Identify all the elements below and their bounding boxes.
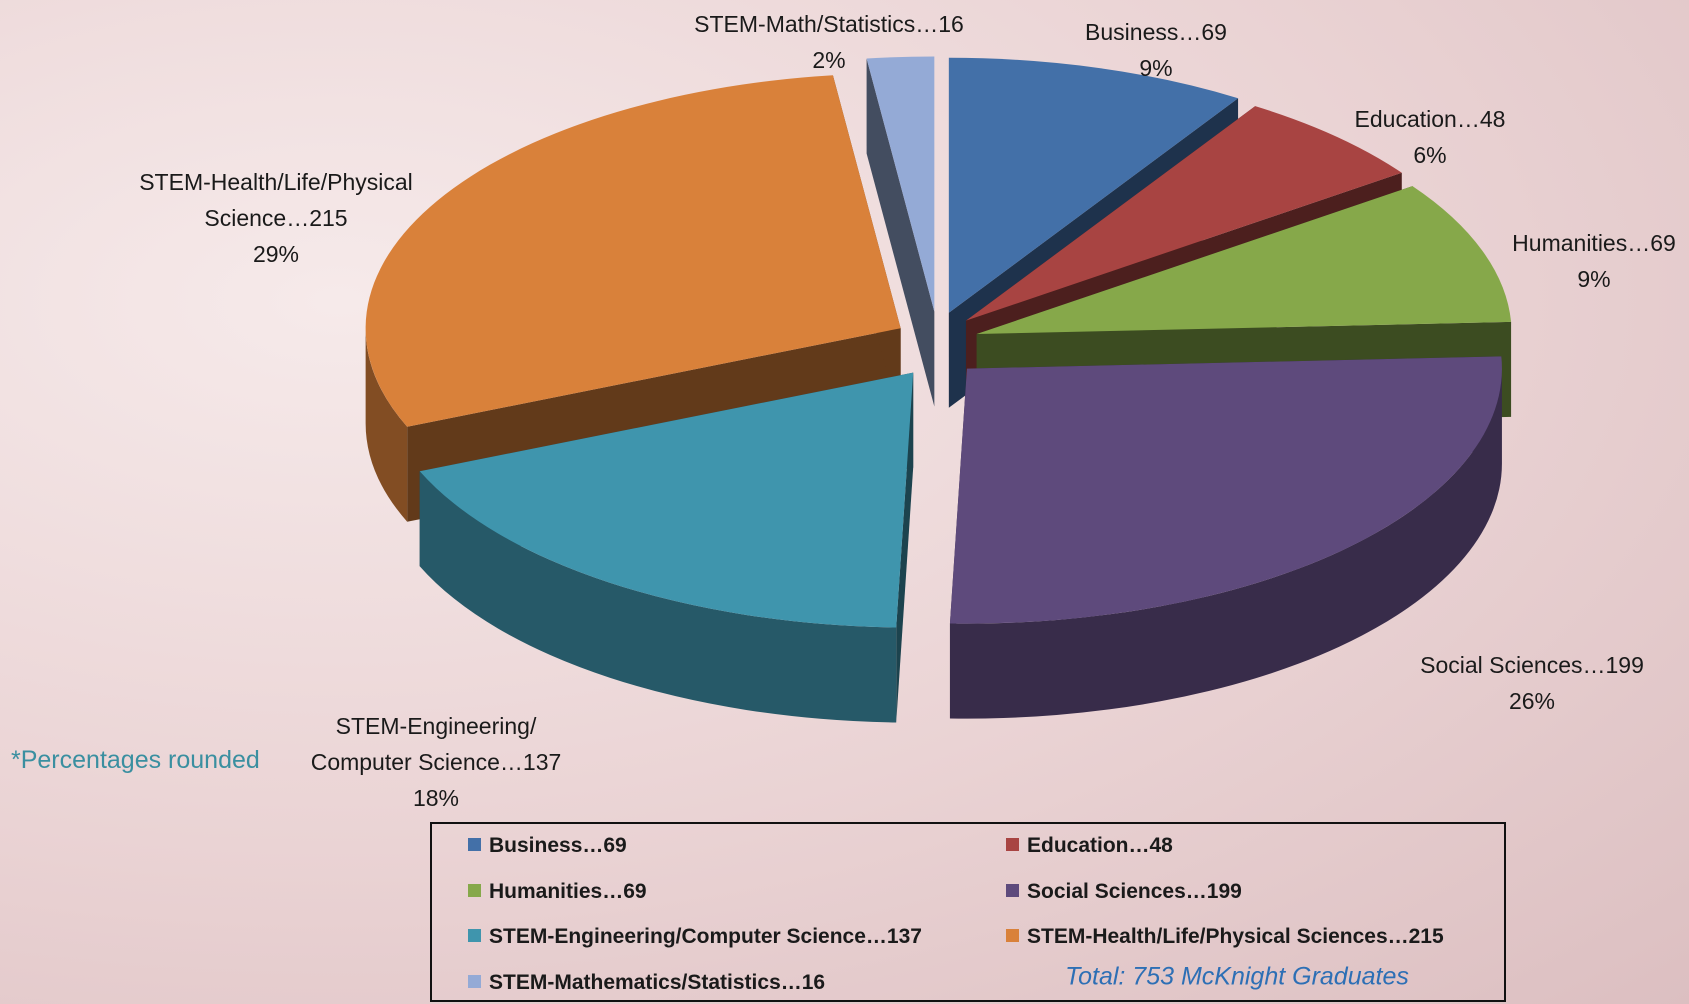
- legend-entry: Education…48: [1006, 834, 1173, 858]
- slice-name: STEM-Engineering/ Computer Science…137: [291, 708, 581, 780]
- legend-swatch: [1006, 929, 1019, 942]
- legend-label: STEM-Health/Life/Physical Sciences…215: [1027, 925, 1444, 948]
- slice-percent: 6%: [1300, 137, 1560, 173]
- legend-label: Business…69: [489, 834, 627, 857]
- legend-entry: Social Sciences…199: [1006, 880, 1242, 904]
- legend-swatch: [1006, 838, 1019, 851]
- legend-entry: STEM-Engineering/Computer Science…137: [468, 925, 922, 949]
- slice-percent: 29%: [111, 236, 441, 272]
- legend-label: STEM-Mathematics/Statistics…16: [489, 971, 825, 994]
- total-label: Total: 753 McKnight Graduates: [1065, 963, 1409, 992]
- legend-entry: Business…69: [468, 834, 627, 858]
- legend-swatch: [1006, 884, 1019, 897]
- slice-name: Humanities…69: [1499, 225, 1689, 261]
- legend-label: Humanities…69: [489, 880, 647, 903]
- slice-name: STEM-Math/Statistics…16: [664, 6, 994, 42]
- legend-label: STEM-Engineering/Computer Science…137: [489, 925, 922, 948]
- legend-swatch: [468, 929, 481, 942]
- legend-entry: STEM-Mathematics/Statistics…16: [468, 971, 825, 995]
- slice-percent: 18%: [291, 780, 581, 816]
- slice-name: Social Sciences…199: [1402, 647, 1662, 683]
- legend-entry: Humanities…69: [468, 880, 647, 904]
- legend-entry: STEM-Health/Life/Physical Sciences…215: [1006, 925, 1444, 949]
- slice-percent: 9%: [1499, 261, 1689, 297]
- legend-label: Education…48: [1027, 834, 1173, 857]
- slice-name: Education…48: [1300, 101, 1560, 137]
- note: *Percentages rounded: [11, 746, 260, 775]
- slice-name: Business…69: [1026, 14, 1286, 50]
- legend-label: Social Sciences…199: [1027, 880, 1242, 903]
- slice-name: STEM-Health/Life/Physical Science…215: [111, 164, 441, 236]
- legend-swatch: [468, 838, 481, 851]
- slice-percent: 26%: [1402, 683, 1662, 719]
- legend-swatch: [468, 975, 481, 988]
- slice-percent: 2%: [664, 42, 994, 78]
- chart: *Percentages rounded Total: 753 McKnight…: [0, 0, 1689, 1004]
- legend: Total: 753 McKnight Graduates Business…6…: [430, 822, 1506, 1002]
- slice-percent: 9%: [1026, 50, 1286, 86]
- legend-swatch: [468, 884, 481, 897]
